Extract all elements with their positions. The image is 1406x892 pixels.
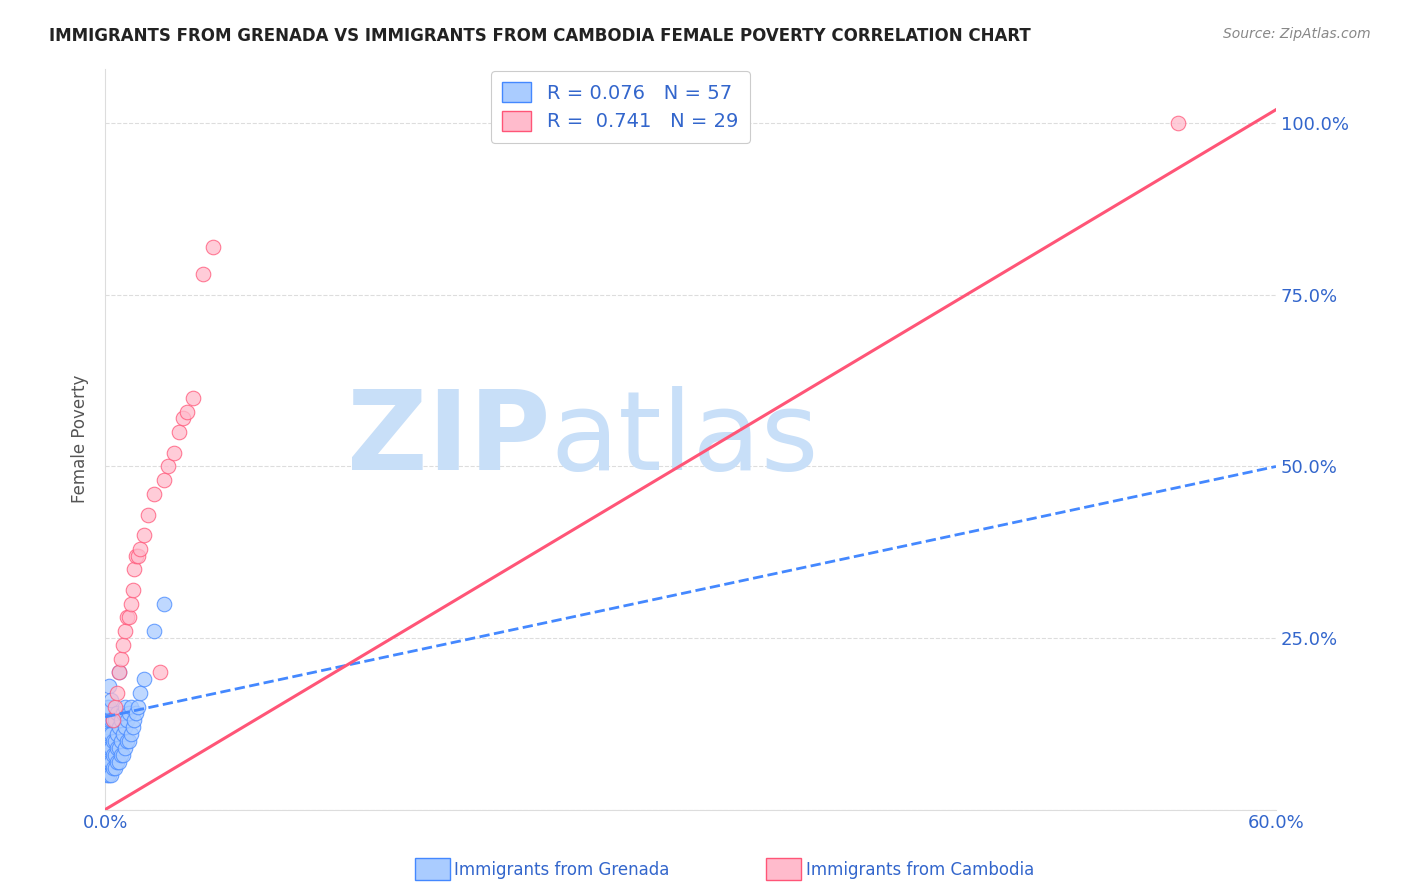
Point: [124, 562, 146, 576]
Point: [110, 714, 132, 728]
Point: [100, 740, 122, 755]
Point: [96, 768, 118, 782]
Point: [101, 747, 124, 762]
Point: [101, 714, 124, 728]
Point: [104, 699, 127, 714]
Point: [115, 714, 138, 728]
Text: IMMIGRANTS FROM GRENADA VS IMMIGRANTS FROM CAMBODIA FEMALE POVERTY CORRELATION C: IMMIGRANTS FROM GRENADA VS IMMIGRANTS FR…: [49, 27, 1031, 45]
Point: [100, 755, 122, 769]
Point: [108, 740, 131, 755]
Point: [111, 727, 134, 741]
Point: [172, 411, 194, 425]
Point: [120, 597, 142, 611]
Point: [117, 734, 139, 748]
Point: [108, 665, 131, 680]
Text: atlas: atlas: [550, 385, 818, 492]
Point: [105, 686, 128, 700]
Point: [162, 446, 184, 460]
Point: [121, 582, 143, 597]
Point: [114, 740, 136, 755]
Point: [104, 714, 127, 728]
Point: [115, 734, 138, 748]
Point: [169, 425, 191, 439]
Point: [108, 755, 131, 769]
Y-axis label: Female Poverty: Female Poverty: [72, 375, 89, 503]
Point: [191, 268, 214, 282]
Point: [120, 699, 142, 714]
Point: [110, 734, 132, 748]
Point: [152, 597, 174, 611]
Point: [117, 610, 139, 624]
Point: [100, 714, 122, 728]
Point: [105, 755, 128, 769]
Point: [115, 610, 138, 624]
Point: [96, 699, 118, 714]
Point: [110, 651, 132, 665]
Point: [121, 720, 143, 734]
Point: [134, 528, 156, 542]
Point: [101, 761, 124, 775]
Point: [1167, 116, 1189, 130]
Point: [105, 740, 128, 755]
Point: [111, 747, 134, 762]
Text: ZIP: ZIP: [347, 385, 550, 492]
Point: [105, 727, 128, 741]
Point: [176, 404, 198, 418]
Point: [156, 459, 179, 474]
Text: Immigrants from Grenada: Immigrants from Grenada: [454, 861, 669, 879]
Point: [136, 508, 159, 522]
Legend: R = 0.076   N = 57, R =  0.741   N = 29: R = 0.076 N = 57, R = 0.741 N = 29: [491, 70, 749, 143]
Point: [104, 761, 127, 775]
Point: [111, 638, 134, 652]
Point: [98, 714, 121, 728]
Text: Source: ZipAtlas.com: Source: ZipAtlas.com: [1223, 27, 1371, 41]
Point: [100, 768, 122, 782]
Point: [98, 679, 121, 693]
Point: [105, 706, 128, 721]
Point: [98, 740, 121, 755]
Point: [96, 734, 118, 748]
Point: [152, 473, 174, 487]
Point: [181, 391, 204, 405]
Point: [108, 665, 131, 680]
Point: [110, 747, 132, 762]
Point: [129, 686, 152, 700]
Point: [101, 714, 124, 728]
Point: [127, 549, 149, 563]
Point: [111, 706, 134, 721]
Point: [100, 727, 122, 741]
Point: [98, 727, 121, 741]
Point: [129, 541, 152, 556]
Point: [114, 699, 136, 714]
Point: [201, 240, 224, 254]
Point: [134, 672, 156, 686]
Point: [96, 720, 118, 734]
Point: [98, 699, 121, 714]
Point: [143, 487, 166, 501]
Point: [125, 549, 148, 563]
Point: [104, 734, 127, 748]
Point: [100, 692, 122, 706]
Point: [104, 747, 127, 762]
Point: [98, 755, 121, 769]
Point: [117, 706, 139, 721]
Point: [114, 720, 136, 734]
Point: [149, 665, 172, 680]
Point: [108, 720, 131, 734]
Point: [124, 714, 146, 728]
Point: [143, 624, 166, 639]
Point: [125, 706, 148, 721]
Point: [98, 768, 121, 782]
Point: [96, 747, 118, 762]
Point: [127, 699, 149, 714]
Point: [120, 727, 142, 741]
Text: Immigrants from Cambodia: Immigrants from Cambodia: [806, 861, 1033, 879]
Point: [101, 734, 124, 748]
Point: [114, 624, 136, 639]
